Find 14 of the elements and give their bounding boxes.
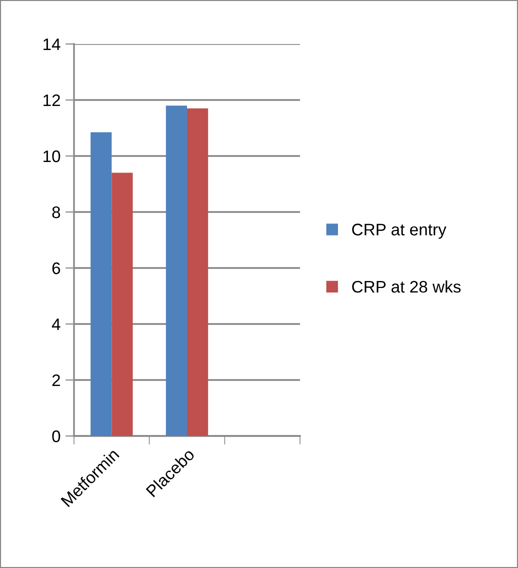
bar [112, 172, 133, 436]
y-tick-label: 12 [44, 94, 60, 106]
legend-label: CRP at entry [352, 224, 446, 239]
bar [166, 106, 187, 436]
legend-label: CRP at 28 wks [352, 280, 461, 293]
y-tick-label: 14 [44, 38, 60, 50]
y-tick-label: 10 [44, 150, 60, 162]
y-tick-label: 0 [52, 430, 60, 442]
y-tick-label: 4 [52, 318, 60, 330]
bar [90, 132, 112, 436]
y-tick-label: 6 [52, 262, 60, 274]
y-tick-label: 8 [52, 206, 60, 218]
bar [187, 108, 208, 436]
y-tick-label: 2 [52, 374, 60, 386]
